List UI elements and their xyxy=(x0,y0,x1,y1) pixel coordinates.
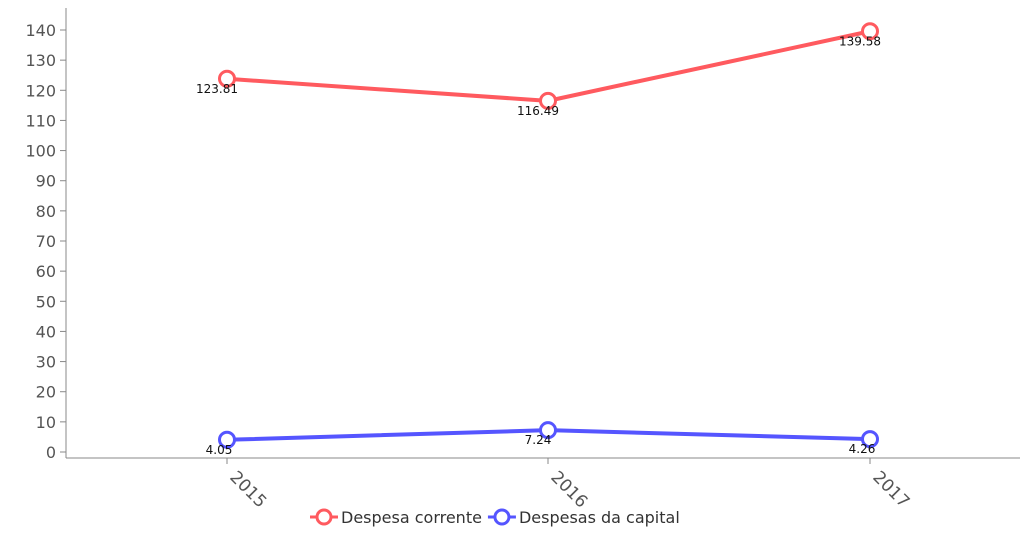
x-tick-label: 2015 xyxy=(225,467,270,512)
data-point[interactable] xyxy=(539,91,557,110)
y-tick-label: 10 xyxy=(36,413,56,432)
legend-item-1[interactable]: Despesa corrente xyxy=(310,508,482,527)
y-tick-label: 130 xyxy=(25,51,56,70)
y-tick-label: 100 xyxy=(25,142,56,161)
legend-marker-icon xyxy=(315,508,333,526)
x-tick-label: 2017 xyxy=(868,467,913,512)
data-label: 139.58 xyxy=(839,34,881,48)
y-tick-label: 20 xyxy=(36,383,56,402)
series-1: 123.81 116.49 139.58 xyxy=(196,22,881,118)
data-label: 7.24 xyxy=(525,433,552,447)
y-tick-label: 90 xyxy=(36,172,56,191)
y-tick-label: 80 xyxy=(36,202,56,221)
data-point[interactable] xyxy=(218,430,236,449)
legend-label: Despesas da capital xyxy=(519,508,680,527)
y-tick-label: 110 xyxy=(25,111,56,130)
x-axis: 2015 2016 2017 xyxy=(66,457,1020,512)
data-label: 123.81 xyxy=(196,82,238,96)
y-axis: 0 10 20 30 40 50 60 70 80 90 100 110 120 130 140 xyxy=(25,8,67,462)
data-point[interactable] xyxy=(539,421,557,440)
y-tick-label: 60 xyxy=(36,262,56,281)
data-label: 4.26 xyxy=(849,442,876,456)
y-tick-label: 0 xyxy=(46,443,56,462)
y-tick-label: 40 xyxy=(36,322,56,341)
y-tick-label: 120 xyxy=(25,81,56,100)
series-layer: 123.81 116.49 139.58 4.05 7.24 4.26 xyxy=(196,22,881,457)
data-label: 4.05 xyxy=(206,443,233,457)
y-tick-label: 70 xyxy=(36,232,56,251)
legend-label: Despesa corrente xyxy=(341,508,482,527)
series-line xyxy=(226,29,871,103)
legend-item-2[interactable]: Despesas da capital xyxy=(487,508,680,527)
legend-marker-icon xyxy=(493,508,511,526)
y-tick-label: 140 xyxy=(25,21,56,40)
legend: Despesa corrente Despesas da capital xyxy=(310,508,680,527)
data-label: 116.49 xyxy=(517,104,559,118)
y-tick-label: 50 xyxy=(36,292,56,311)
y-tick-label: 30 xyxy=(36,353,56,372)
data-point[interactable] xyxy=(861,22,879,41)
series-2: 4.05 7.24 4.26 xyxy=(206,421,879,457)
data-point[interactable] xyxy=(218,69,236,88)
data-point[interactable] xyxy=(861,430,879,449)
x-tick-label: 2016 xyxy=(546,467,591,512)
